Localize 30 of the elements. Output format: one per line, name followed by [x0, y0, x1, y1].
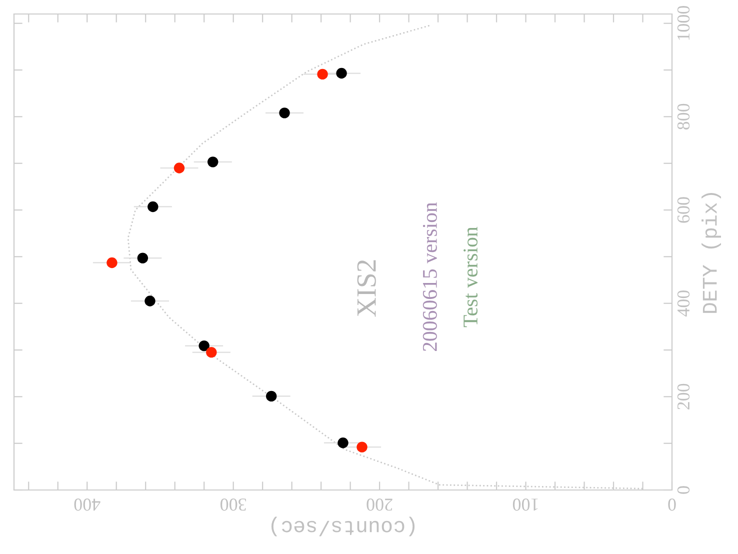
x-axis-title: (counts/sec)	[271, 516, 415, 536]
y-tick-label: 200	[677, 384, 690, 410]
point	[279, 108, 290, 118]
annotation: XIS2	[357, 260, 376, 317]
y-tick-label: 600	[677, 197, 690, 223]
point	[356, 442, 368, 452]
x-tick-label: 200	[366, 498, 392, 511]
point	[198, 340, 210, 352]
point	[266, 390, 277, 402]
y-tick-label: 1000	[677, 6, 690, 40]
x-tick-label: 400	[74, 498, 100, 511]
point	[174, 162, 185, 174]
y-tick-label: 0	[677, 486, 690, 494]
annotation: Test version	[464, 226, 478, 328]
point	[208, 156, 218, 168]
annotation: 20060615 version	[422, 202, 437, 352]
point	[148, 201, 158, 212]
point	[338, 438, 348, 448]
point	[317, 68, 328, 80]
y-tick-label: 400	[677, 290, 690, 317]
x-tick-label: 300	[220, 498, 246, 511]
y-tick-label: 800	[677, 104, 690, 130]
x-tick-label: 100	[512, 498, 538, 511]
point	[336, 68, 347, 79]
y-axis-title: DETY (pix)	[702, 192, 721, 313]
point	[206, 346, 217, 358]
point	[144, 296, 156, 306]
point	[137, 252, 148, 264]
x-tick-label: 0	[668, 498, 676, 511]
point	[106, 257, 118, 268]
